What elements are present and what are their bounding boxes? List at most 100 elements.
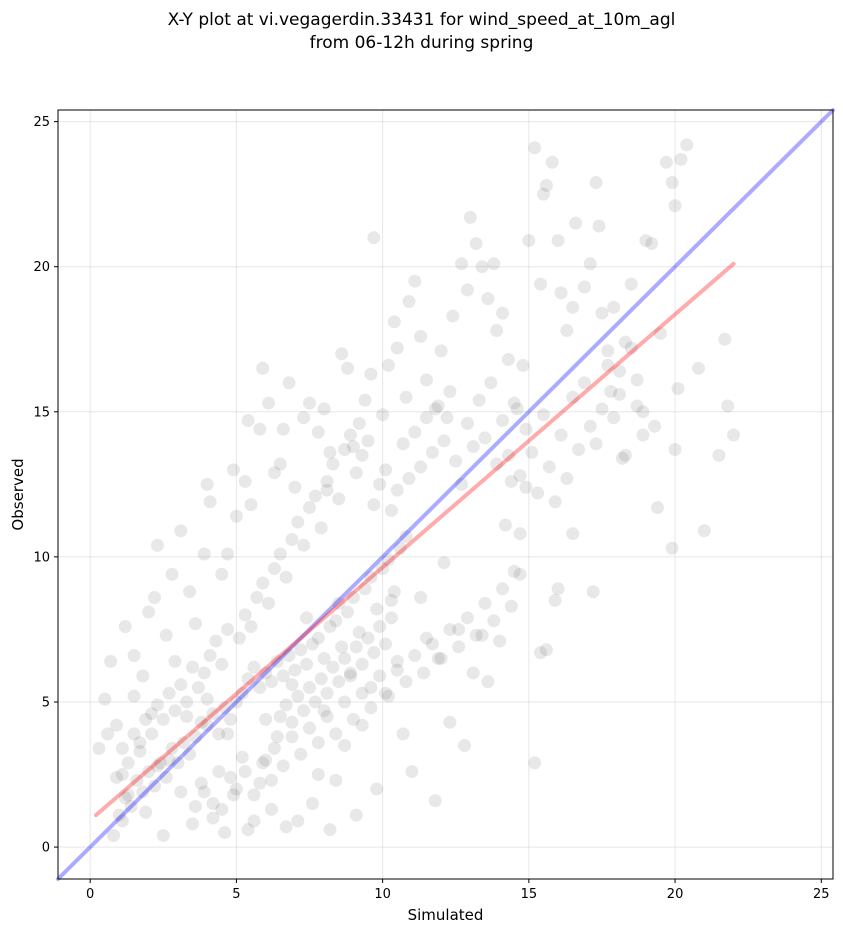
scatter-point (221, 622, 235, 636)
scatter-point (373, 477, 387, 491)
scatter-point (165, 741, 179, 755)
scatter-point (516, 358, 530, 372)
scatter-point (414, 460, 428, 474)
scatter-point (536, 187, 550, 201)
scatter-point (224, 770, 238, 784)
scatter-point (276, 669, 290, 683)
scatter-point (264, 773, 278, 787)
scatter-point (229, 782, 243, 796)
scatter-point (174, 678, 188, 692)
scatter-point (282, 376, 296, 390)
scatter-point (539, 178, 553, 192)
scatter-point (145, 727, 159, 741)
scatter-point (317, 704, 331, 718)
scatter-point (361, 631, 375, 645)
scatter-point (727, 428, 741, 442)
y-tick-label: 5 (42, 695, 50, 710)
scatter-point (355, 686, 369, 700)
scatter-point (224, 712, 238, 726)
scatter-point (504, 474, 518, 488)
scatter-point (349, 808, 363, 822)
scatter-point (554, 286, 568, 300)
scatter-point (341, 361, 355, 375)
scatter-point (332, 596, 346, 610)
scatter-point (455, 257, 469, 271)
scatter-point (399, 530, 413, 544)
scatter-point (387, 315, 401, 329)
scatter-point (651, 501, 665, 515)
scatter-point (419, 631, 433, 645)
scatter-point (335, 347, 349, 361)
scatter-point (370, 602, 384, 616)
scatter-point (311, 631, 325, 645)
scatter-point (539, 643, 553, 657)
scatter-point (326, 660, 340, 674)
scatter-point (241, 672, 255, 686)
scatter-point (294, 747, 308, 761)
scatter-point (349, 466, 363, 480)
scatter-point (148, 591, 162, 605)
scatter-point (107, 828, 121, 842)
scatter-point (285, 532, 299, 546)
scatter-point (364, 680, 378, 694)
scatter-point (569, 216, 583, 230)
scatter-point (159, 770, 173, 784)
scatter-point (408, 649, 422, 663)
scatter-point (206, 707, 220, 721)
scatter-point (566, 300, 580, 314)
grid-layer (58, 110, 833, 879)
scatter-point (264, 675, 278, 689)
scatter-point (314, 672, 328, 686)
scatter-point (496, 582, 510, 596)
scatter-point (338, 695, 352, 709)
scatter-point (92, 741, 106, 755)
scatter-point (291, 689, 305, 703)
scatter-point (636, 428, 650, 442)
scatter-point (607, 300, 621, 314)
scatter-point (308, 695, 322, 709)
scatter-point (387, 585, 401, 599)
scatter-point (183, 747, 197, 761)
scatter-point (548, 593, 562, 607)
scatter-point (180, 709, 194, 723)
scatter-point (329, 773, 343, 787)
scatter-point (586, 585, 600, 599)
scatter-point (648, 419, 662, 433)
scatter-point (712, 448, 726, 462)
scatter-point (425, 637, 439, 651)
scatter-point (212, 727, 226, 741)
scatter-point (534, 277, 548, 291)
scatter-point (460, 416, 474, 430)
scatter-point (244, 620, 258, 634)
scatter-point (352, 625, 366, 639)
scatter-point (364, 701, 378, 715)
scatter-point (180, 695, 194, 709)
scatter-point (490, 324, 504, 338)
y-axis-label: Observed (9, 458, 27, 530)
scatter-point (452, 640, 466, 654)
scatter-point (501, 448, 515, 462)
scatter-point (241, 823, 255, 837)
scatter-point (463, 210, 477, 224)
scatter-point (566, 527, 580, 541)
scatter-point (121, 756, 135, 770)
scatter-point (115, 768, 129, 782)
scatter-point (291, 814, 305, 828)
scatter-point (542, 460, 556, 474)
scatter-point (183, 585, 197, 599)
scatter-point (653, 326, 667, 340)
scatter-point (291, 515, 305, 529)
scatter-point (566, 390, 580, 404)
scatter-point (355, 718, 369, 732)
scatter-point (101, 727, 115, 741)
scatter-point (607, 411, 621, 425)
scatter-point (601, 344, 615, 358)
scatter-point (639, 234, 653, 248)
scatter-point (583, 419, 597, 433)
scatter-point (478, 431, 492, 445)
scatter-point (320, 474, 334, 488)
scatter-point (241, 414, 255, 428)
scatter-point (285, 715, 299, 729)
scatter-point (592, 219, 606, 233)
scatter-point (256, 576, 270, 590)
